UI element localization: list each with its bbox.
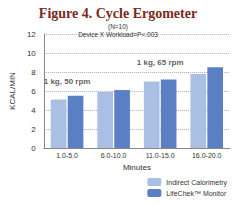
- svg-text:8: 8: [31, 68, 36, 77]
- svg-text:2: 2: [31, 125, 36, 134]
- svg-text:LifeChek™ Monitor: LifeChek™ Monitor: [166, 190, 227, 197]
- svg-text:16.0-20.0: 16.0-20.0: [192, 152, 222, 159]
- svg-text:Minutes: Minutes: [123, 163, 151, 172]
- svg-text:Device X Workload=P<.003: Device X Workload=P<.003: [78, 31, 158, 38]
- svg-text:11.0-15.0: 11.0-15.0: [146, 152, 175, 159]
- svg-text:1 kg, 65 rpm: 1 kg, 65 rpm: [137, 58, 184, 67]
- svg-text:4: 4: [31, 106, 36, 115]
- svg-text:(N=10): (N=10): [108, 23, 128, 31]
- svg-text:0: 0: [31, 144, 36, 153]
- svg-text:Figure 4. Cycle Ergometer: Figure 4. Cycle Ergometer: [39, 6, 197, 21]
- svg-text:12: 12: [27, 30, 36, 39]
- svg-text:6.0-10.0: 6.0-10.0: [101, 152, 127, 159]
- svg-text:1 kg, 50 rpm: 1 kg, 50 rpm: [44, 77, 91, 86]
- svg-text:Indirect Calorimetry: Indirect Calorimetry: [166, 179, 227, 187]
- svg-text:KCAL/MIN: KCAL/MIN: [8, 72, 17, 110]
- svg-text:6: 6: [31, 87, 36, 96]
- svg-text:10: 10: [27, 49, 36, 58]
- svg-text:1.0-5.0: 1.0-5.0: [56, 152, 78, 159]
